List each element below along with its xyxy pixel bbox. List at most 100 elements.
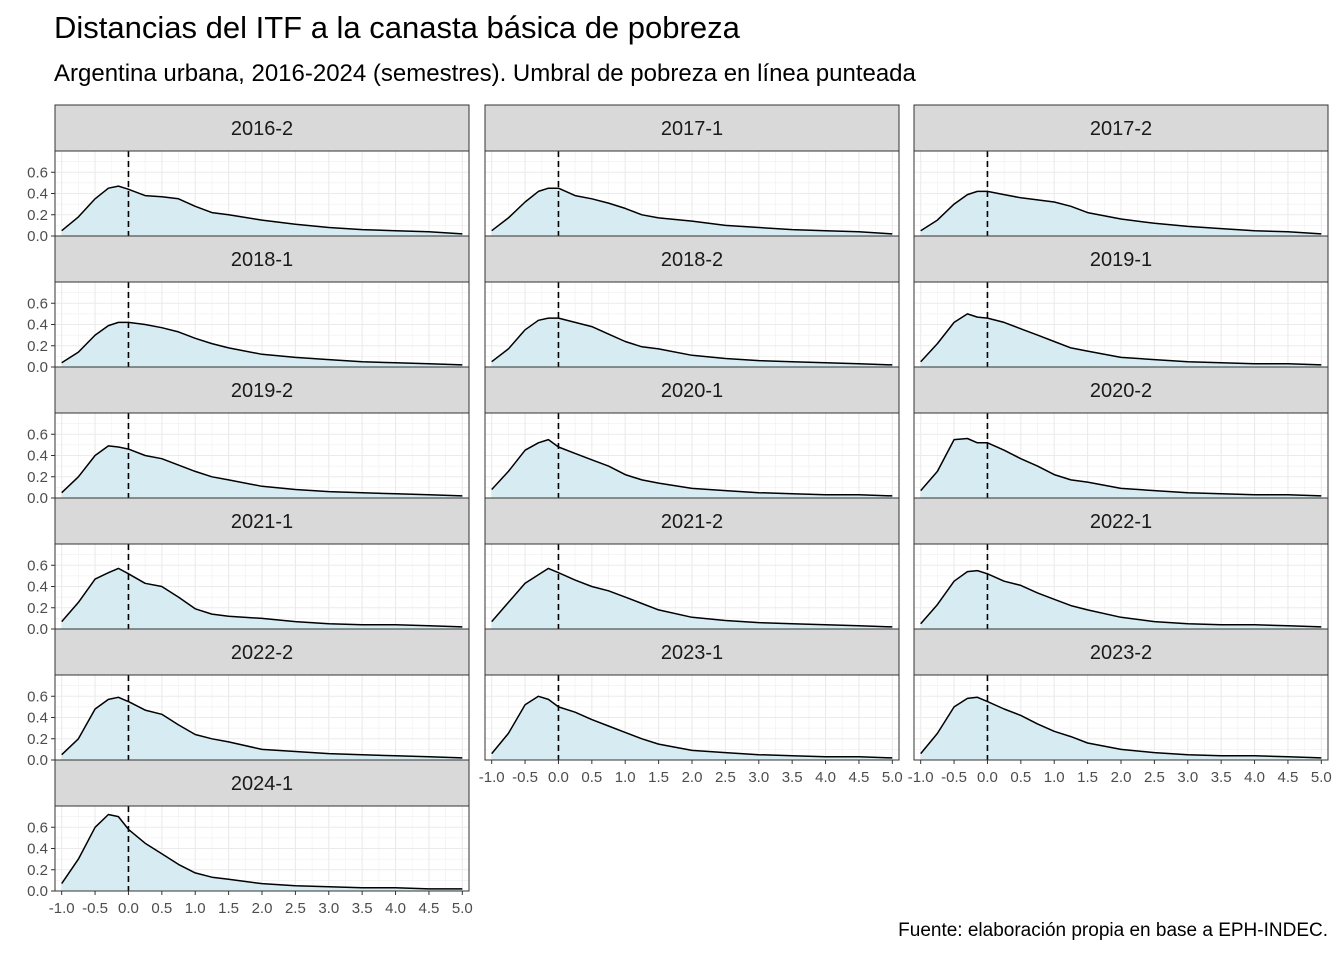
x-tick-label: 4.5	[849, 769, 870, 786]
y-tick-label: 0.2	[27, 731, 48, 748]
facet-panel-2017-1: 2017-1	[484, 104, 900, 237]
facet-panel-2022-2: 2022-2 0.0 0.2 0.4 0.6	[27, 628, 470, 769]
y-tick-label: 0.4	[27, 579, 48, 596]
density-line	[491, 317, 893, 366]
y-tick-label: 0.0	[27, 621, 48, 638]
x-tick-label: 2.0	[252, 900, 273, 917]
x-tick-label: 1.5	[648, 769, 669, 786]
facet-panel-2017-2: 2017-2	[913, 104, 1329, 237]
density-line	[491, 567, 893, 628]
facet-strip	[484, 235, 900, 283]
facet-panel-2018-2: 2018-2	[484, 235, 900, 368]
facet-strip-label: 2020-2	[1090, 380, 1152, 402]
density-line	[920, 190, 1322, 235]
x-tick-label: 3.5	[352, 900, 373, 917]
density-area	[61, 568, 463, 629]
facet-panel-2023-1: 2023-1 -1.0 -0.5 0.0 0.5 1.0 1.5 2.0 2.5 3.0 3.5 4.…	[479, 628, 903, 786]
y-tick-label: 0.4	[27, 317, 48, 334]
x-tick-label: 4.0	[385, 900, 406, 917]
facet-strip	[484, 366, 900, 414]
facet-panel-2020-1: 2020-1	[484, 366, 900, 499]
x-tick-label: 1.5	[1077, 769, 1098, 786]
density-area	[61, 322, 463, 367]
y-tick-label: 0.4	[27, 186, 48, 203]
density-area	[491, 318, 893, 367]
x-tick-label: -1.0	[479, 769, 505, 786]
x-tick-label: 1.0	[615, 769, 636, 786]
density-area	[920, 313, 1322, 367]
facet-panel-2022-1: 2022-1	[913, 497, 1329, 630]
density-area	[61, 697, 463, 760]
y-tick-label: 0.6	[27, 164, 48, 181]
x-tick-label: 0.5	[151, 900, 172, 917]
y-tick-label: 0.0	[27, 752, 48, 769]
x-tick-label: -0.5	[82, 900, 108, 917]
facet-panel-2016-2: 2016-2 0.0 0.2 0.4 0.6	[27, 104, 470, 245]
density-area	[491, 696, 893, 760]
facet-strip-label: 2018-2	[661, 249, 723, 271]
y-tick-label: 0.2	[27, 600, 48, 617]
facet-strip	[913, 497, 1329, 545]
x-tick-label: 3.5	[1211, 769, 1232, 786]
y-tick-label: 0.2	[27, 338, 48, 355]
y-tick-label: 0.4	[27, 448, 48, 465]
density-area	[491, 188, 893, 236]
facet-strip-label: 2019-1	[1090, 249, 1152, 271]
facet-panel-2019-2: 2019-2 0.0 0.2 0.4 0.6	[27, 366, 470, 507]
density-line	[61, 445, 463, 497]
x-tick-label: 1.0	[1044, 769, 1065, 786]
facet-panel-2021-1: 2021-1 0.0 0.2 0.4 0.6	[27, 497, 470, 638]
density-line	[920, 313, 1322, 366]
facet-panel-2019-1: 2019-1	[913, 235, 1329, 368]
density-line	[491, 187, 893, 235]
y-tick-label: 0.6	[27, 426, 48, 443]
y-tick-label: 0.2	[27, 207, 48, 224]
facet-strip	[913, 235, 1329, 283]
density-line	[920, 437, 1322, 497]
y-tick-label: 0.4	[27, 710, 48, 727]
x-tick-label: 5.0	[882, 769, 903, 786]
facet-strip-label: 2019-2	[231, 380, 293, 402]
y-tick-label: 0.0	[27, 359, 48, 376]
x-tick-label: 2.0	[1111, 769, 1132, 786]
density-line	[920, 696, 1322, 759]
chart-caption: Fuente: elaboración propia en base a EPH…	[898, 920, 1328, 941]
facet-panel-2024-1: 2024-1 0.0 0.2 0.4 0.6 -1.0 -0.5 0.0 0.5 1.0 1.5 2.…	[27, 759, 473, 917]
facet-strip	[484, 628, 900, 676]
x-tick-label: 3.0	[318, 900, 339, 917]
x-tick-label: 3.0	[748, 769, 769, 786]
facet-strip-label: 2022-2	[231, 642, 293, 664]
facet-strip	[54, 628, 470, 676]
facet-panel-2018-1: 2018-1 0.0 0.2 0.4 0.6	[27, 235, 470, 376]
y-tick-label: 0.0	[27, 883, 48, 900]
x-tick-label: 4.5	[419, 900, 440, 917]
facet-strip	[54, 366, 470, 414]
density-line	[61, 813, 463, 890]
density-area	[920, 191, 1322, 236]
x-tick-label: -0.5	[941, 769, 967, 786]
x-tick-label: 5.0	[1311, 769, 1332, 786]
x-tick-label: 0.5	[581, 769, 602, 786]
y-tick-label: 0.6	[27, 688, 48, 705]
facet-strip-label: 2024-1	[231, 773, 293, 795]
facet-strip-label: 2017-1	[661, 118, 723, 140]
facet-strip-label: 2021-2	[661, 511, 723, 533]
facet-strip-label: 2018-1	[231, 249, 293, 271]
density-area	[920, 570, 1322, 629]
x-tick-label: 2.5	[715, 769, 736, 786]
density-area	[61, 186, 463, 236]
density-line	[61, 185, 463, 235]
y-tick-label: 0.4	[27, 841, 48, 858]
facet-strip	[484, 497, 900, 545]
x-tick-label: -1.0	[908, 769, 934, 786]
x-tick-label: 4.0	[815, 769, 836, 786]
density-area	[491, 568, 893, 629]
facet-strip-label: 2020-1	[661, 380, 723, 402]
facet-strip-label: 2017-2	[1090, 118, 1152, 140]
y-tick-label: 0.2	[27, 469, 48, 486]
facet-strip-label: 2021-1	[231, 511, 293, 533]
density-area	[920, 697, 1322, 760]
y-tick-label: 0.6	[27, 557, 48, 574]
chart-title: Distancias del ITF a la canasta básica d…	[54, 10, 740, 45]
x-tick-label: 5.0	[452, 900, 473, 917]
